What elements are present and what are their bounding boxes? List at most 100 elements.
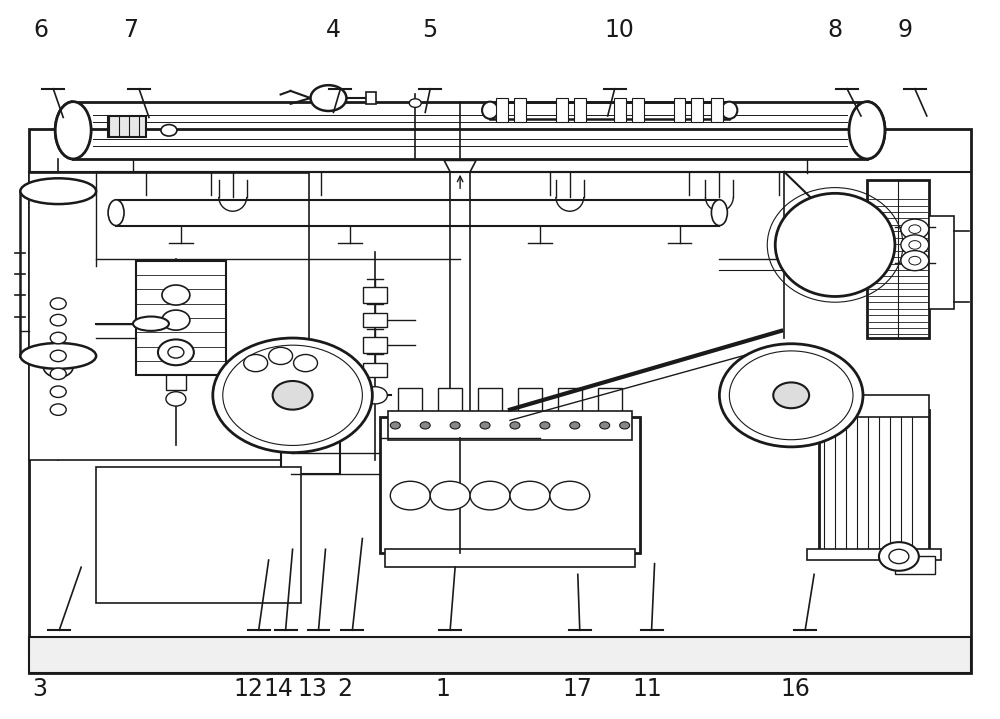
Circle shape bbox=[294, 354, 318, 372]
Bar bbox=[598, 388, 622, 417]
Circle shape bbox=[909, 241, 921, 249]
Bar bbox=[496, 98, 508, 122]
Bar bbox=[614, 98, 626, 122]
Polygon shape bbox=[444, 160, 476, 172]
Circle shape bbox=[550, 481, 590, 510]
Ellipse shape bbox=[20, 343, 96, 369]
Circle shape bbox=[223, 345, 362, 446]
Bar bbox=[166, 372, 186, 390]
Circle shape bbox=[901, 251, 929, 270]
Bar bbox=[136, 261, 226, 375]
Text: 16: 16 bbox=[780, 677, 810, 701]
Circle shape bbox=[901, 235, 929, 255]
Circle shape bbox=[450, 422, 460, 429]
Circle shape bbox=[719, 344, 863, 447]
Circle shape bbox=[273, 381, 313, 410]
Bar bbox=[556, 98, 568, 122]
Circle shape bbox=[50, 298, 66, 309]
Circle shape bbox=[50, 368, 66, 380]
Text: 2: 2 bbox=[337, 677, 352, 701]
Circle shape bbox=[420, 422, 430, 429]
Text: 11: 11 bbox=[633, 677, 662, 701]
Circle shape bbox=[620, 422, 630, 429]
Circle shape bbox=[269, 347, 293, 365]
Circle shape bbox=[901, 219, 929, 239]
Bar bbox=[281, 395, 340, 474]
Circle shape bbox=[430, 481, 470, 510]
Bar bbox=[558, 388, 582, 417]
Circle shape bbox=[889, 549, 909, 564]
Circle shape bbox=[390, 481, 430, 510]
Bar bbox=[29, 638, 971, 673]
Circle shape bbox=[244, 354, 268, 372]
Bar bbox=[478, 388, 502, 417]
Circle shape bbox=[773, 383, 809, 408]
Circle shape bbox=[363, 387, 387, 404]
Bar bbox=[388, 411, 632, 440]
Bar bbox=[366, 92, 376, 104]
Text: 1: 1 bbox=[436, 677, 451, 701]
Bar bbox=[108, 116, 146, 137]
Bar bbox=[518, 388, 542, 417]
Circle shape bbox=[161, 124, 177, 136]
Circle shape bbox=[50, 350, 66, 362]
Circle shape bbox=[879, 542, 919, 571]
Ellipse shape bbox=[711, 200, 727, 226]
Ellipse shape bbox=[55, 101, 91, 159]
Circle shape bbox=[50, 332, 66, 344]
Circle shape bbox=[510, 481, 550, 510]
Bar bbox=[819, 395, 929, 417]
Text: 6: 6 bbox=[34, 18, 49, 42]
Text: 13: 13 bbox=[298, 677, 327, 701]
Text: 5: 5 bbox=[423, 18, 438, 42]
Text: 3: 3 bbox=[32, 677, 47, 701]
Ellipse shape bbox=[20, 178, 96, 204]
Ellipse shape bbox=[849, 101, 885, 159]
Bar bbox=[574, 98, 586, 122]
Ellipse shape bbox=[721, 101, 737, 119]
Bar bbox=[29, 173, 309, 459]
Ellipse shape bbox=[775, 193, 895, 296]
Bar bbox=[380, 417, 640, 553]
Text: 9: 9 bbox=[897, 18, 912, 42]
Bar bbox=[929, 216, 954, 309]
Bar bbox=[691, 98, 703, 122]
Bar bbox=[632, 98, 644, 122]
Bar bbox=[363, 363, 387, 377]
Text: 12: 12 bbox=[234, 677, 264, 701]
Circle shape bbox=[168, 347, 184, 358]
Circle shape bbox=[158, 339, 194, 365]
Bar bbox=[363, 337, 387, 353]
Bar bbox=[514, 98, 526, 122]
Ellipse shape bbox=[133, 316, 169, 331]
Circle shape bbox=[162, 310, 190, 330]
Circle shape bbox=[46, 360, 70, 377]
Bar bbox=[363, 313, 387, 327]
Text: 8: 8 bbox=[828, 18, 843, 42]
Bar bbox=[29, 129, 971, 673]
Bar bbox=[398, 388, 422, 417]
Bar bbox=[438, 388, 462, 417]
Text: 14: 14 bbox=[264, 677, 294, 701]
Circle shape bbox=[162, 285, 190, 305]
Circle shape bbox=[50, 314, 66, 326]
Bar bbox=[711, 98, 723, 122]
Circle shape bbox=[166, 392, 186, 406]
Circle shape bbox=[390, 422, 400, 429]
Bar bbox=[96, 467, 301, 603]
Text: 17: 17 bbox=[563, 677, 593, 701]
Ellipse shape bbox=[482, 101, 498, 119]
Circle shape bbox=[213, 338, 372, 452]
Ellipse shape bbox=[108, 200, 124, 226]
Circle shape bbox=[480, 422, 490, 429]
Circle shape bbox=[50, 404, 66, 416]
Bar bbox=[807, 549, 941, 560]
Circle shape bbox=[510, 422, 520, 429]
Circle shape bbox=[540, 422, 550, 429]
Circle shape bbox=[43, 356, 73, 377]
Text: 4: 4 bbox=[326, 18, 341, 42]
Circle shape bbox=[570, 422, 580, 429]
Circle shape bbox=[409, 99, 421, 107]
Circle shape bbox=[600, 422, 610, 429]
Bar bbox=[895, 557, 935, 574]
